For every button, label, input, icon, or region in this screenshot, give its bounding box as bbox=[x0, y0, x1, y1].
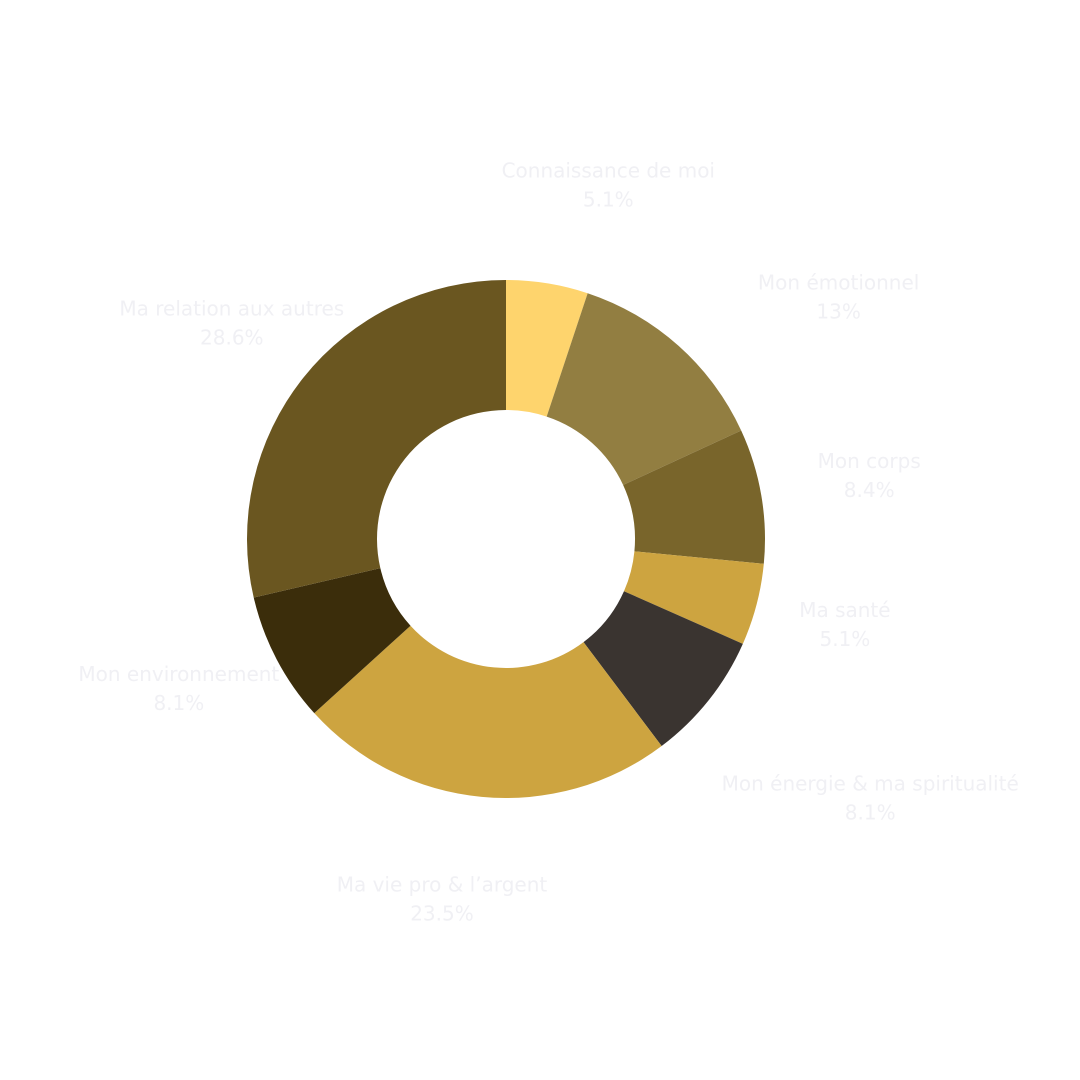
slice-label-mon-energie-ma-spiritualite: Mon énergie & ma spiritualité bbox=[722, 772, 1019, 796]
slice-value-mon-environnement: 8.1% bbox=[153, 691, 204, 715]
slice-value-ma-relation-aux-autres: 28.6% bbox=[200, 325, 264, 349]
slice-label-connaissance-de-moi: Connaissance de moi bbox=[502, 158, 715, 182]
slice-ma-sante[interactable] bbox=[623, 551, 764, 644]
slice-mon-energie-ma-spiritualite[interactable] bbox=[583, 591, 743, 747]
slice-value-mon-emotionnel: 13% bbox=[816, 300, 860, 324]
slice-label-mon-emotionnel: Mon émotionnel bbox=[758, 271, 919, 295]
slice-ma-vie-pro-l-argent[interactable] bbox=[314, 625, 662, 798]
labels-group: Connaissance de moi 5.1% Mon émotionnel 13%… bbox=[78, 158, 1018, 925]
slice-value-mon-energie-ma-spiritualite: 8.1% bbox=[845, 801, 896, 825]
slice-value-connaissance-de-moi: 5.1% bbox=[583, 187, 634, 211]
slices-group bbox=[247, 280, 765, 798]
slice-label-mon-environnement: Mon environnement bbox=[78, 662, 279, 686]
slice-ma-relation-aux-autres[interactable] bbox=[247, 280, 507, 598]
slice-connaissance-de-moi[interactable] bbox=[506, 280, 588, 417]
slice-value-ma-sante: 5.1% bbox=[819, 627, 870, 651]
slice-value-ma-vie-pro-l-argent: 23.5% bbox=[410, 901, 474, 925]
slice-label-ma-relation-aux-autres: Ma relation aux autres bbox=[119, 296, 344, 320]
slice-mon-environnement[interactable] bbox=[253, 568, 411, 714]
slice-label-ma-vie-pro-l-argent: Ma vie pro & l’argent bbox=[337, 872, 548, 896]
slice-value-mon-corps: 8.4% bbox=[844, 478, 895, 502]
slice-mon-emotionnel[interactable] bbox=[546, 293, 742, 485]
slice-label-mon-corps: Mon corps bbox=[818, 449, 921, 473]
slice-mon-corps[interactable] bbox=[623, 430, 765, 564]
slice-label-ma-sante: Ma santé bbox=[799, 598, 890, 622]
